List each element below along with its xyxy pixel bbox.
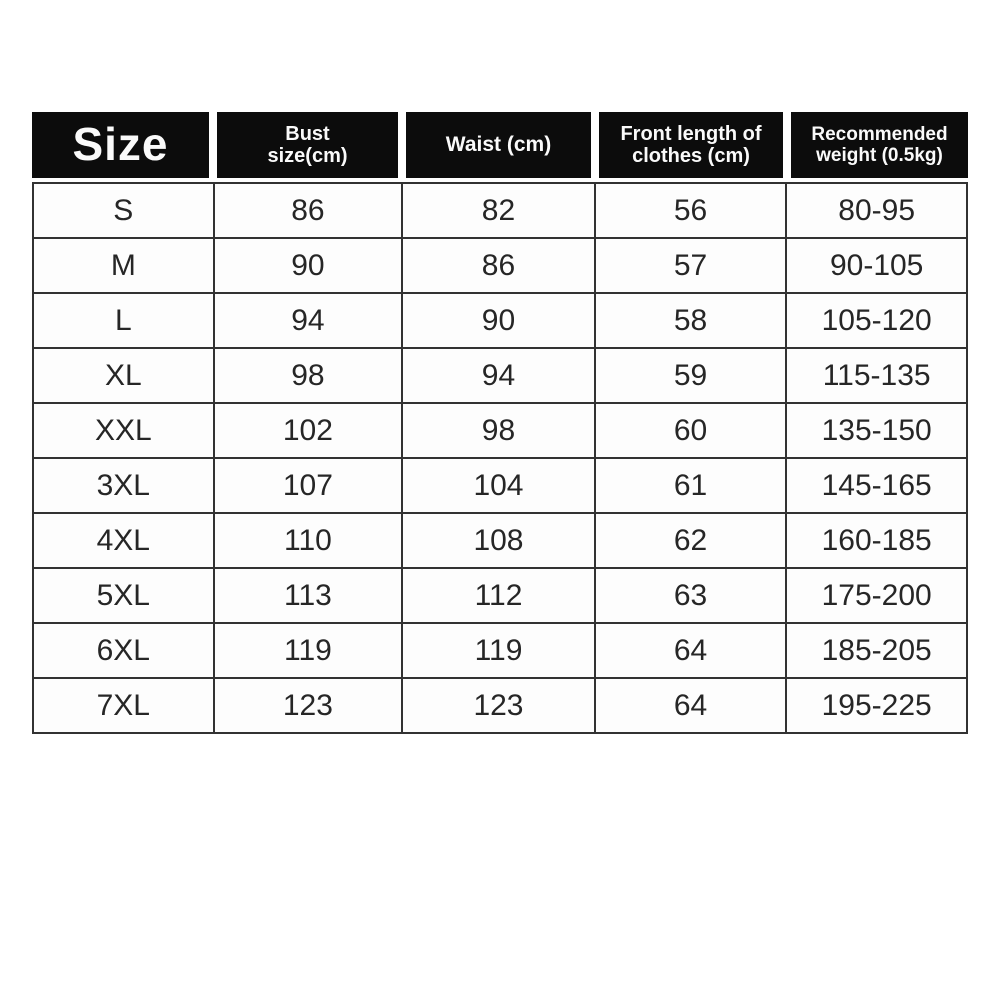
weight-cell: 115-135 [785,347,968,404]
table-row: 6XL 119 119 64 185-205 [32,622,968,679]
size-cell: 3XL [32,457,215,514]
header-label-weight-line1: Recommended [811,123,948,145]
size-cell: M [32,237,215,294]
table-row: 5XL 113 112 63 175-200 [32,567,968,624]
bust-cell: 119 [212,622,404,679]
size-cell: XXL [32,402,215,459]
bust-cell: 102 [212,402,404,459]
table-row: S 86 82 56 80-95 [32,182,968,239]
table-row: XL 98 94 59 115-135 [32,347,968,404]
bust-cell: 86 [212,182,404,239]
table-header-row: Size Bust size(cm) Waist (cm) Front leng… [32,112,968,178]
bust-cell: 113 [212,567,404,624]
waist-cell: 94 [401,347,596,404]
header-cell-weight: Recommended weight (0.5kg) [791,112,968,178]
bust-cell: 90 [212,237,404,294]
waist-cell: 98 [401,402,596,459]
table-row: XXL 102 98 60 135-150 [32,402,968,459]
size-cell: 7XL [32,677,215,734]
weight-cell: 105-120 [785,292,968,349]
header-cell-waist: Waist (cm) [406,112,591,178]
weight-cell: 195-225 [785,677,968,734]
size-cell: 5XL [32,567,215,624]
bust-cell: 94 [212,292,404,349]
front-length-cell: 61 [593,457,788,514]
weight-cell: 175-200 [785,567,968,624]
header-label-bust-line2: size(cm) [267,145,348,167]
waist-cell: 112 [401,567,596,624]
header-cell-bust: Bust size(cm) [217,112,398,178]
header-label-bust-line1: Bust [285,122,330,145]
header-label-front-length-line1: Front length of [620,122,762,145]
header-cell-front-length: Front length of clothes (cm) [599,112,783,178]
front-length-cell: 60 [593,402,788,459]
size-cell: L [32,292,215,349]
waist-cell: 86 [401,237,596,294]
waist-cell: 119 [401,622,596,679]
header-label-size: Size [72,118,169,171]
weight-cell: 185-205 [785,622,968,679]
waist-cell: 108 [401,512,596,569]
weight-cell: 135-150 [785,402,968,459]
bust-cell: 107 [212,457,404,514]
table-row: 4XL 110 108 62 160-185 [32,512,968,569]
front-length-cell: 63 [593,567,788,624]
front-length-cell: 64 [593,622,788,679]
weight-cell: 145-165 [785,457,968,514]
front-length-cell: 62 [593,512,788,569]
front-length-cell: 64 [593,677,788,734]
bust-cell: 110 [212,512,404,569]
size-chart-table: Size Bust size(cm) Waist (cm) Front leng… [32,112,968,734]
header-label-front-length-line2: clothes (cm) [632,145,750,167]
table-row: L 94 90 58 105-120 [32,292,968,349]
weight-cell: 160-185 [785,512,968,569]
header-cell-size: Size [32,112,209,178]
bust-cell: 98 [212,347,404,404]
front-length-cell: 57 [593,237,788,294]
waist-cell: 123 [401,677,596,734]
front-length-cell: 56 [593,182,788,239]
size-cell: S [32,182,215,239]
header-label-waist: Waist (cm) [445,133,552,157]
waist-cell: 82 [401,182,596,239]
weight-cell: 90-105 [785,237,968,294]
size-cell: XL [32,347,215,404]
front-length-cell: 58 [593,292,788,349]
table-row: 3XL 107 104 61 145-165 [32,457,968,514]
size-cell: 4XL [32,512,215,569]
table-body: S 86 82 56 80-95 M 90 86 57 90-105 L 94 … [32,182,968,734]
weight-cell: 80-95 [785,182,968,239]
header-label-weight-line2: weight (0.5kg) [816,145,943,166]
table-row: 7XL 123 123 64 195-225 [32,677,968,734]
size-cell: 6XL [32,622,215,679]
bust-cell: 123 [212,677,404,734]
waist-cell: 90 [401,292,596,349]
front-length-cell: 59 [593,347,788,404]
waist-cell: 104 [401,457,596,514]
table-row: M 90 86 57 90-105 [32,237,968,294]
